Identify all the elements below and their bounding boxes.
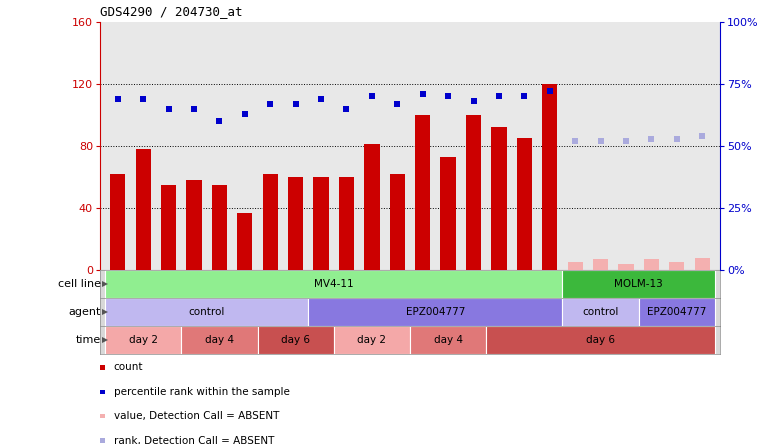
Text: agent: agent [68, 307, 100, 317]
Bar [562, 298, 638, 326]
Bar [390, 174, 405, 270]
Text: day 2: day 2 [358, 335, 387, 345]
Text: day 4: day 4 [434, 335, 463, 345]
Bar [105, 326, 181, 354]
Bar [365, 144, 380, 270]
Bar [334, 326, 410, 354]
Text: MV4-11: MV4-11 [314, 279, 354, 289]
Bar [486, 326, 715, 354]
Bar [257, 326, 334, 354]
Bar [110, 174, 126, 270]
Bar [562, 270, 715, 298]
Bar [410, 326, 486, 354]
Bar [695, 258, 710, 270]
Text: day 4: day 4 [205, 335, 234, 345]
Bar [492, 127, 507, 270]
Text: MOLM-13: MOLM-13 [614, 279, 663, 289]
Bar [288, 177, 304, 270]
Bar [212, 185, 227, 270]
Bar [263, 174, 278, 270]
Text: EPZ004777: EPZ004777 [647, 307, 706, 317]
Bar [669, 262, 684, 270]
Bar [638, 298, 715, 326]
Bar [105, 270, 562, 298]
Text: rank, Detection Call = ABSENT: rank, Detection Call = ABSENT [113, 436, 274, 444]
Bar [593, 259, 608, 270]
Bar [644, 259, 659, 270]
Text: GDS4290 / 204730_at: GDS4290 / 204730_at [100, 4, 243, 18]
Bar [339, 177, 354, 270]
Bar [308, 298, 562, 326]
Bar [161, 185, 177, 270]
Text: control: control [582, 307, 619, 317]
Text: time: time [75, 335, 100, 345]
Bar [466, 115, 481, 270]
Bar [314, 177, 329, 270]
Bar [542, 84, 557, 270]
Bar [568, 262, 583, 270]
Text: percentile rank within the sample: percentile rank within the sample [113, 387, 290, 397]
Text: day 2: day 2 [129, 335, 158, 345]
Bar [237, 213, 253, 270]
Bar [105, 298, 308, 326]
Bar [181, 326, 257, 354]
Bar [186, 180, 202, 270]
Text: cell line: cell line [58, 279, 100, 289]
Text: EPZ004777: EPZ004777 [406, 307, 465, 317]
Bar [135, 149, 151, 270]
Bar [517, 138, 532, 270]
Text: value, Detection Call = ABSENT: value, Detection Call = ABSENT [113, 411, 279, 421]
Text: control: control [189, 307, 225, 317]
Text: day 6: day 6 [586, 335, 615, 345]
Bar [441, 157, 456, 270]
Text: day 6: day 6 [281, 335, 310, 345]
Bar [619, 264, 634, 270]
Text: count: count [113, 362, 143, 373]
Bar [415, 115, 430, 270]
